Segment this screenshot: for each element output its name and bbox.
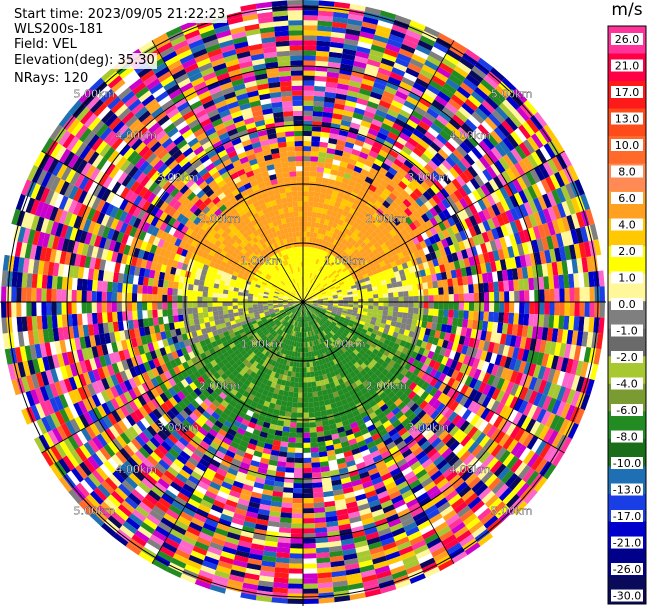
range-ring-label: 3.00km bbox=[407, 171, 449, 184]
range-ring-label: 2.00km bbox=[199, 213, 241, 226]
range-ring-label: 4.00km bbox=[449, 129, 491, 142]
instrument-label: WLS200s-181 bbox=[12, 22, 106, 38]
colorbar-units: m/s bbox=[611, 0, 643, 20]
range-ring-label: 5.00km bbox=[491, 505, 533, 518]
azimuth-spoke bbox=[151, 301, 304, 564]
range-ring-label: 4.00km bbox=[449, 463, 491, 476]
azimuth-spoke bbox=[302, 40, 455, 303]
range-ring-label: 1.00km bbox=[240, 338, 282, 351]
range-ring-label: 4.00km bbox=[115, 129, 157, 142]
ppi-rays bbox=[1, 0, 605, 604]
azimuth-spoke bbox=[302, 150, 565, 303]
azimuth-spoke bbox=[302, 301, 455, 564]
azimuth-spoke bbox=[302, 301, 565, 454]
elevation-label: Elevation(deg): 35.30 bbox=[12, 53, 157, 69]
field-label: Field: VEL bbox=[12, 37, 79, 53]
azimuth-spoke bbox=[151, 40, 304, 303]
range-ring-label: 2.00km bbox=[199, 379, 241, 392]
range-ring-label: 4.00km bbox=[115, 463, 157, 476]
range-ring-label: 3.00km bbox=[157, 171, 199, 184]
azimuth-spoke bbox=[41, 301, 304, 454]
range-ring-label: 3.00km bbox=[157, 421, 199, 434]
range-ring-label: 2.00km bbox=[366, 379, 408, 392]
range-ring-label: 3.00km bbox=[407, 421, 449, 434]
range-ring-label: 5.00km bbox=[74, 505, 116, 518]
range-ring-label: 2.00km bbox=[366, 213, 408, 226]
azimuth-spoke bbox=[41, 150, 304, 303]
range-ring-label: 1.00km bbox=[240, 254, 282, 267]
nrays-label: NRays: 120 bbox=[12, 71, 91, 87]
range-ring-label: 1.00km bbox=[324, 254, 366, 267]
start-time-label: Start time: 2023/09/05 21:22:23 bbox=[12, 7, 228, 23]
range-ring-label: 5.00km bbox=[491, 87, 533, 100]
range-ring-label: 1.00km bbox=[324, 338, 366, 351]
range-ring-label: 5.00km bbox=[74, 87, 116, 100]
